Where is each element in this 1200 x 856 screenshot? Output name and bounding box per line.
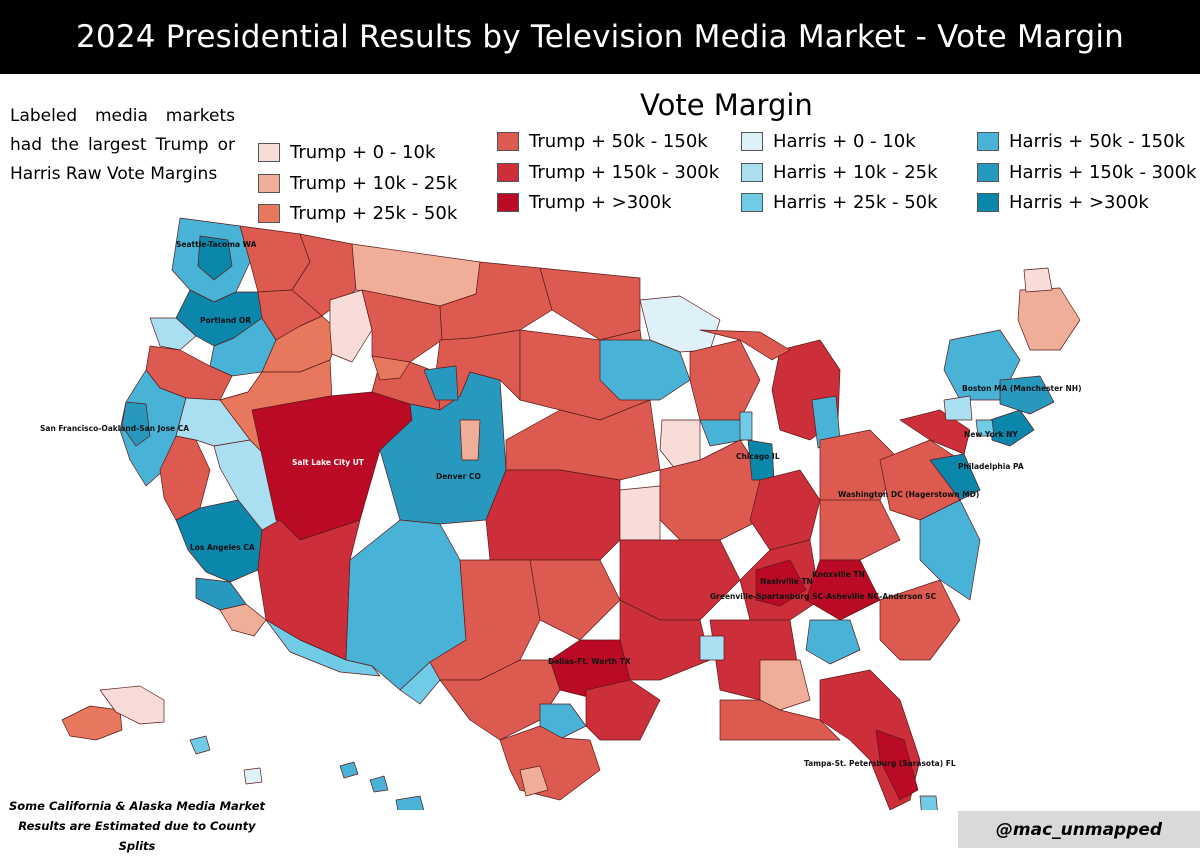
market-region [875, 729, 919, 801]
legend-item: Harris + 0 - 10k [741, 131, 916, 152]
market-region [943, 395, 973, 421]
legend-swatch [977, 132, 999, 151]
market-region [439, 659, 561, 741]
market-region [395, 795, 425, 810]
market-region [339, 761, 359, 779]
legend-swatch [497, 163, 519, 182]
legend-title: Vote Margin [640, 88, 813, 122]
legend-swatch [497, 132, 519, 151]
legend-item: Trump + >300k [497, 192, 672, 213]
market-region [699, 329, 791, 361]
market-label: Chicago IL [736, 452, 780, 461]
market-label: Nashville TN [760, 577, 813, 586]
market-region [539, 267, 641, 341]
legend-item: Trump + 10k - 25k [258, 173, 457, 194]
market-label: Tampa-St. Petersburg (Sarasota) FL [804, 759, 956, 768]
legend-item: Harris + 150k - 300k [977, 162, 1196, 183]
market-region [929, 453, 981, 501]
market-region [529, 559, 621, 641]
title-bar: 2024 Presidential Results by Television … [0, 0, 1200, 74]
market-region [805, 619, 861, 665]
market-label: Knoxville TN [812, 570, 865, 579]
legend-swatch [977, 193, 999, 212]
market-region [423, 365, 459, 401]
legend-item: Trump + 150k - 300k [497, 162, 719, 183]
market-region [619, 539, 741, 621]
market-region [371, 355, 411, 381]
legend-item: Harris + 50k - 150k [977, 131, 1185, 152]
market-label: Dallas-Ft. Worth TX [548, 657, 631, 666]
market-region [485, 469, 621, 561]
legend-swatch [258, 174, 280, 193]
market-region [257, 519, 361, 661]
market-region [819, 499, 901, 561]
market-region [619, 485, 661, 541]
market-region [719, 699, 841, 741]
market-region [149, 317, 197, 351]
market-region [499, 725, 601, 801]
legend-item: Harris + 25k - 50k [741, 192, 938, 213]
legend-item: Harris + >300k [977, 192, 1149, 213]
author-credit: @mac_unmapped [958, 811, 1200, 848]
market-label: Portland OR [200, 316, 252, 325]
market-region [519, 765, 549, 797]
legend-swatch [258, 143, 280, 162]
legend-swatch [258, 204, 280, 223]
legend-item: Trump + 50k - 150k [497, 131, 708, 152]
market-region [699, 635, 725, 661]
legend-item: Harris + 10k - 25k [741, 162, 938, 183]
market-region [99, 685, 165, 725]
market-region [539, 703, 587, 739]
market-region [759, 659, 811, 711]
market-label: New York NY [964, 430, 1018, 439]
market-label: Boston MA (Manchester NH) [962, 384, 1082, 393]
market-region [61, 705, 123, 741]
page-title: 2024 Presidential Results by Television … [75, 19, 1125, 55]
legend-swatch [977, 163, 999, 182]
market-label: Greenville-Spartanburg SC-Asheville NC-A… [710, 592, 937, 601]
market-region [585, 679, 661, 741]
market-region [975, 419, 995, 437]
market-label: San Francisco-Oakland-San Jose CA [40, 424, 190, 433]
market-region [749, 469, 821, 551]
market-region [999, 375, 1055, 415]
market-region [265, 619, 381, 677]
market-region [257, 289, 323, 341]
market-region [805, 559, 881, 621]
market-region [919, 795, 938, 810]
market-region [219, 603, 267, 637]
map-note: Labeled media markets had the largest Tr… [10, 106, 235, 184]
legend-item: Trump + 0 - 10k [258, 142, 435, 163]
market-region [689, 339, 761, 421]
market-region [459, 419, 481, 461]
market-region [899, 409, 971, 455]
market-region [189, 735, 211, 755]
market-label: Seattle-Tacoma WA [176, 240, 257, 249]
market-region [361, 289, 443, 363]
market-region [121, 401, 151, 447]
legend-item: Trump + 25k - 50k [258, 203, 457, 224]
market-region [989, 409, 1035, 447]
us-media-market-map [61, 217, 1081, 810]
legend-swatch [741, 193, 763, 212]
market-label: Salt Lake City UT [292, 458, 364, 467]
market-label: Philadelphia PA [958, 462, 1024, 471]
legend-swatch [497, 193, 519, 212]
market-region [1017, 287, 1081, 351]
market-label: Denver CO [436, 472, 481, 481]
market-region [195, 577, 247, 611]
market-region [197, 235, 233, 281]
market-region [599, 339, 691, 401]
market-label: Los Angeles CA [190, 543, 255, 552]
market-region [755, 559, 807, 607]
footnote: Some California & Alaska Media Market Re… [8, 799, 265, 853]
market-region [243, 767, 263, 785]
legend-swatch [741, 163, 763, 182]
market-region [739, 411, 753, 441]
market-region [619, 599, 711, 681]
market-label: Washington DC (Hagerstown MD) [838, 490, 980, 499]
legend-swatch [741, 132, 763, 151]
market-region [1023, 267, 1053, 293]
market-region [369, 775, 389, 793]
